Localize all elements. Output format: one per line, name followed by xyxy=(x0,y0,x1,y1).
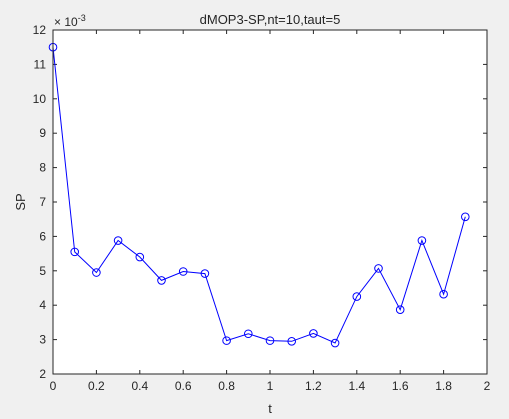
y-exponent-label: × 10-3 xyxy=(54,13,86,29)
data-point xyxy=(70,247,79,257)
data-point xyxy=(309,329,318,338)
x-tick-label: 1.8 xyxy=(435,379,452,393)
data-point xyxy=(287,337,297,346)
data-point xyxy=(374,264,383,273)
data-point xyxy=(265,336,275,345)
data-point xyxy=(352,292,362,301)
y-exponent-power: -3 xyxy=(78,13,86,23)
data-point xyxy=(244,329,253,339)
y-tick-label: 6 xyxy=(39,229,46,243)
series-layer xyxy=(48,42,470,348)
data-point xyxy=(135,252,145,262)
data-point xyxy=(439,289,448,299)
data-point xyxy=(178,267,188,276)
y-tick-label: 4 xyxy=(39,298,46,312)
y-tick-label: 12 xyxy=(33,23,47,37)
y-axis-label: SP xyxy=(13,193,28,210)
x-tick-label: 1.4 xyxy=(348,379,365,393)
y-tick-label: 11 xyxy=(34,57,47,71)
x-tick-label: 0 xyxy=(50,379,57,393)
x-tick-label: 0.8 xyxy=(218,379,235,393)
axes-box xyxy=(52,29,488,375)
y-tick-label: 10 xyxy=(33,92,47,106)
x-tick-label: 1 xyxy=(267,379,274,393)
data-point xyxy=(330,338,340,348)
ticks-layer: 0 0.2 0.4 0.6 0.8 1 1.2 1.4 1.6 1.8 2 2 3 4 5 6 7 8 9 10 11 1… xyxy=(33,23,491,393)
series-line xyxy=(52,47,466,344)
data-point xyxy=(395,305,405,314)
data-point xyxy=(222,336,231,345)
x-axis-label: t xyxy=(268,401,272,416)
data-point xyxy=(200,269,210,278)
data-point xyxy=(157,276,166,285)
x-tick-label: 1.2 xyxy=(305,379,322,393)
y-exponent-base: × 10 xyxy=(54,15,78,29)
y-tick-label: 8 xyxy=(39,161,46,175)
data-point xyxy=(113,236,123,245)
x-tick-label: 0.6 xyxy=(175,379,192,393)
data-point xyxy=(92,268,101,277)
data-point xyxy=(417,236,427,245)
data-point xyxy=(461,212,470,222)
x-tick-label: 1.6 xyxy=(392,379,409,393)
y-tick-label: 7 xyxy=(39,195,46,209)
y-tick-label: 3 xyxy=(39,333,46,347)
chart-title: dMOP3-SP,nt=10,taut=5 xyxy=(200,12,341,27)
plot-area xyxy=(53,30,487,374)
y-tick-label: 2 xyxy=(39,367,46,381)
x-tick-label: 0.4 xyxy=(131,379,148,393)
y-tick-label: 5 xyxy=(39,264,46,278)
y-tick-label: 9 xyxy=(39,126,46,140)
x-tick-label: 2 xyxy=(484,379,491,393)
x-tick-label: 0.2 xyxy=(88,379,105,393)
